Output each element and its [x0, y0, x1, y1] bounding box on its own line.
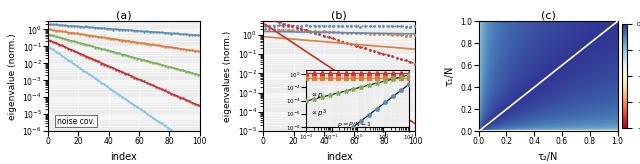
Title: (a): (a) [116, 10, 132, 20]
X-axis label: τ₂/N: τ₂/N [538, 152, 558, 162]
Y-axis label: τ₁/N: τ₁/N [445, 66, 455, 86]
Title: (c): (c) [541, 10, 556, 20]
Y-axis label: eigenvalues (norm.): eigenvalues (norm.) [223, 31, 232, 122]
X-axis label: index: index [111, 152, 137, 162]
Title: (b): (b) [332, 10, 347, 20]
X-axis label: index: index [326, 152, 353, 162]
Text: noise cov.: noise cov. [57, 116, 95, 125]
Y-axis label: eigenvalue (norm.): eigenvalue (norm.) [8, 33, 17, 120]
